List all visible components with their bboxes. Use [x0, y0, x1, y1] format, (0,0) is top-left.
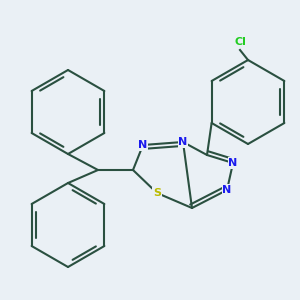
Text: Cl: Cl — [234, 37, 246, 47]
Text: N: N — [138, 140, 148, 150]
Text: N: N — [228, 158, 238, 168]
Text: N: N — [178, 137, 188, 147]
Text: S: S — [153, 188, 161, 198]
Text: N: N — [222, 185, 232, 195]
